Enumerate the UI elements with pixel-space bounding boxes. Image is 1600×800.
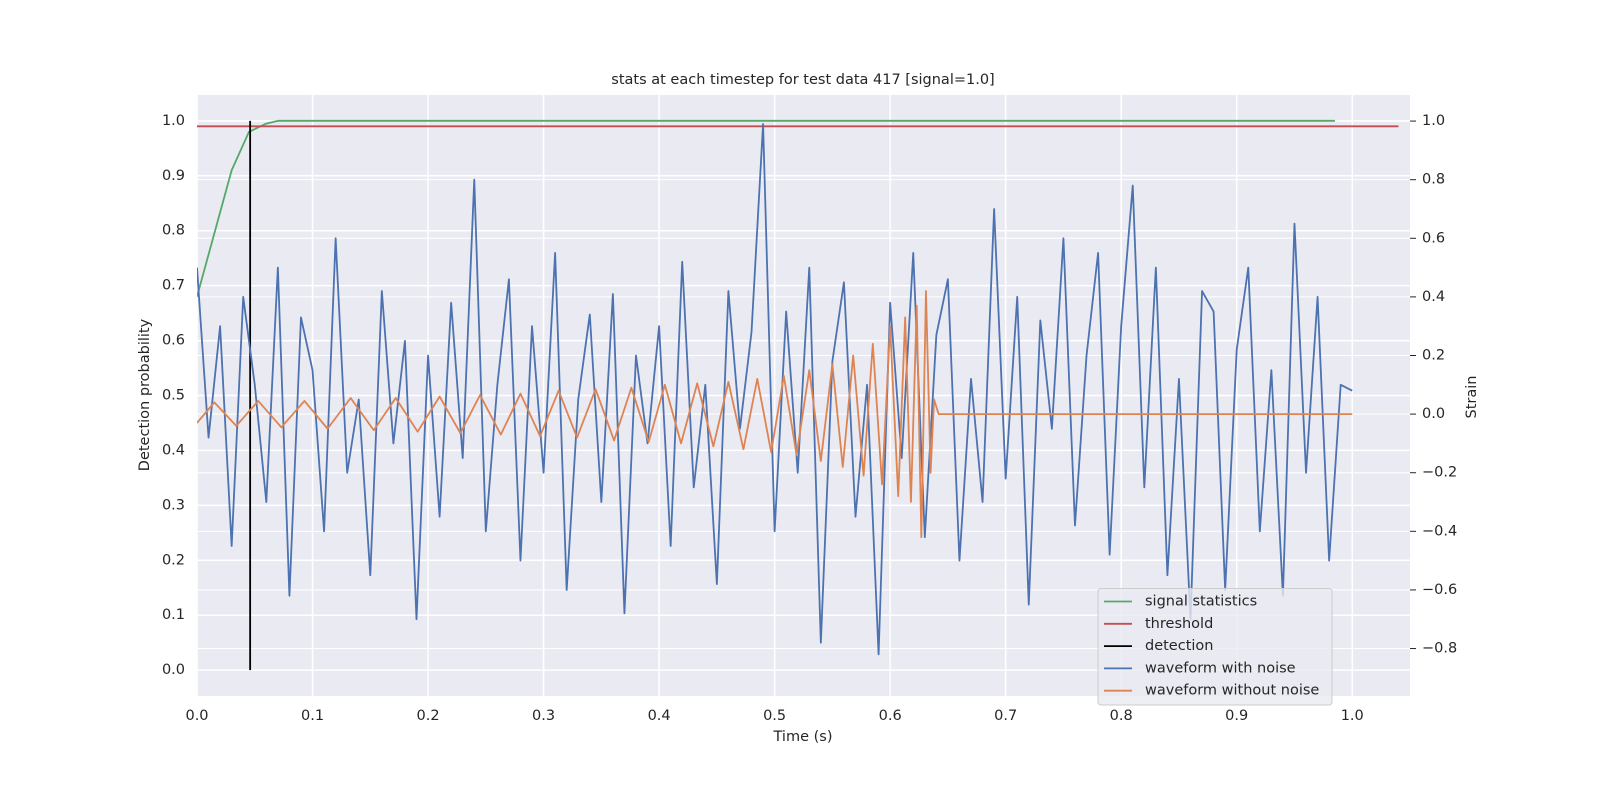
x-tick-label: 0.5 <box>763 708 786 724</box>
x-tick-label: 0.4 <box>648 708 671 724</box>
x-tick-label: 0.1 <box>301 708 324 724</box>
y-tick-label: 0.0 <box>162 662 185 678</box>
y-tick-label: 0.2 <box>162 552 185 568</box>
legend-label: threshold <box>1145 616 1213 632</box>
legend-label: signal statistics <box>1145 594 1257 610</box>
y2-tick-label: −0.2 <box>1422 465 1457 481</box>
y-tick-label: 1.0 <box>162 113 185 129</box>
y2-tick-label: −0.4 <box>1422 523 1457 539</box>
series-line <box>197 119 1335 297</box>
y2-tick-label: −0.6 <box>1422 582 1457 598</box>
x-tick-label: 0.9 <box>1225 708 1248 724</box>
y-tick-label: 0.1 <box>162 607 185 623</box>
legend-label: waveform with noise <box>1145 660 1296 676</box>
plot-lines <box>197 119 1399 671</box>
x-axis-label: Time (s) <box>773 729 833 745</box>
y2-tick-label: 0.6 <box>1422 230 1445 246</box>
x-tick-label: 0.3 <box>532 708 555 724</box>
y-tick-label: 0.6 <box>162 333 185 349</box>
x-tick-label: 0.8 <box>1110 708 1133 724</box>
x-tick-label: 1.0 <box>1341 708 1364 724</box>
y-tick-label: 0.5 <box>162 388 185 404</box>
series-line <box>197 290 1353 539</box>
y2-axis-label: Strain <box>1464 376 1480 419</box>
y2-tick-label: 0.4 <box>1422 289 1445 305</box>
y-axis-label: Detection probability <box>137 318 153 471</box>
y2-tick-label: 0.8 <box>1422 172 1445 188</box>
y2-tick-label: 1.0 <box>1422 113 1445 129</box>
y2-tick-label: 0.0 <box>1422 406 1445 422</box>
x-tick-label: 0.7 <box>994 708 1017 724</box>
legend-box <box>1097 588 1333 706</box>
y2-tick-label: 0.2 <box>1422 348 1445 364</box>
legend-label: detection <box>1145 638 1213 654</box>
x-tick-label: 0.2 <box>417 708 440 724</box>
y-tick-label: 0.3 <box>162 497 185 513</box>
x-tick-label: 0.6 <box>879 708 902 724</box>
series-line <box>197 123 1353 656</box>
legend-label: waveform without noise <box>1145 683 1319 699</box>
y-tick-label: 0.4 <box>162 442 185 458</box>
y2-tick-label: −0.8 <box>1422 641 1457 657</box>
y-tick-label: 0.8 <box>162 223 185 239</box>
x-tick-label: 0.0 <box>185 708 208 724</box>
y-tick-label: 0.9 <box>162 168 185 184</box>
y-tick-label: 0.7 <box>162 278 185 294</box>
chart-title: stats at each timestep for test data 417… <box>611 72 994 88</box>
